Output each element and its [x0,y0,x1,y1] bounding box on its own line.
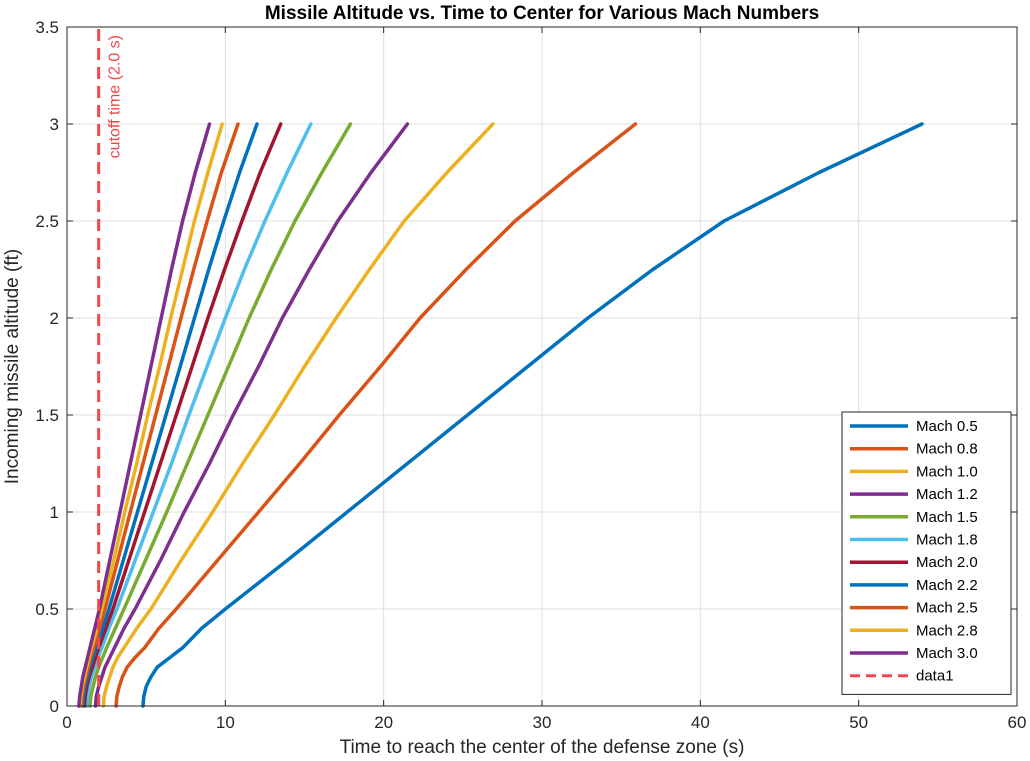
legend: Mach 0.5 Mach 0.8 Mach 1.0 Mach 1.2 Mach 1.5… [841,411,1012,695]
y-tick-label: 1 [50,503,59,522]
plot-series [77,27,924,708]
y-tick-label: 3 [50,115,59,134]
legend-label: Mach 2.5 [916,600,978,617]
y-tick-label: 2.5 [35,212,59,231]
series-line-mach-3-0 [77,122,212,708]
legend-label: Mach 2.2 [916,577,978,594]
x-tick-label: 30 [533,713,552,732]
x-tick-label: 20 [374,713,393,732]
series-line-mach-1-2 [93,122,410,708]
x-tick-label: 50 [849,713,868,732]
series-line-mach-1-8 [85,122,313,708]
cutoff-annotation: cutoff time (2.0 s) [107,35,124,158]
legend-label: Mach 2.8 [916,622,978,639]
legend-label: Mach 2.0 [916,554,978,571]
x-tick-label: 40 [691,713,710,732]
legend-label: Mach 0.8 [916,441,978,458]
y-tick-label: 1.5 [35,406,59,425]
x-tick-label: 0 [62,713,71,732]
legend-label: Mach 1.5 [916,509,978,526]
legend-label: Mach 1.0 [916,463,978,480]
y-tick-label: 0 [50,697,59,716]
axis-ticks: 0 10 20 30 40 50 60 0 0.5 1 1.5 2 2.5 3 3.5 [35,18,1026,732]
legend-label: Mach 1.2 [916,486,978,503]
y-tick-label: 2 [50,309,59,328]
legend-label: data1 [916,668,954,685]
series-line-mach-0-8 [114,122,638,708]
legend-label: Mach 0.5 [916,418,978,435]
x-tick-label: 60 [1008,713,1027,732]
legend-label: Mach 1.8 [916,532,978,549]
annotations: cutoff time (2.0 s) [107,35,124,158]
y-tick-label: 0.5 [35,600,59,619]
x-tick-label: 10 [216,713,235,732]
x-axis-label: Time to reach the center of the defense … [340,737,745,758]
series-line-mach-1-0 [101,122,495,708]
series-line-mach-1-5 [88,122,353,708]
legend-box [841,411,1012,695]
y-tick-label: 3.5 [35,18,59,37]
y-axis-label: Incoming missile altitude (ft) [2,249,23,484]
chart-title: Missile Altitude vs. Time to Center for … [265,3,819,24]
series-line-mach-0-5 [141,122,924,708]
legend-label: Mach 3.0 [916,645,978,662]
